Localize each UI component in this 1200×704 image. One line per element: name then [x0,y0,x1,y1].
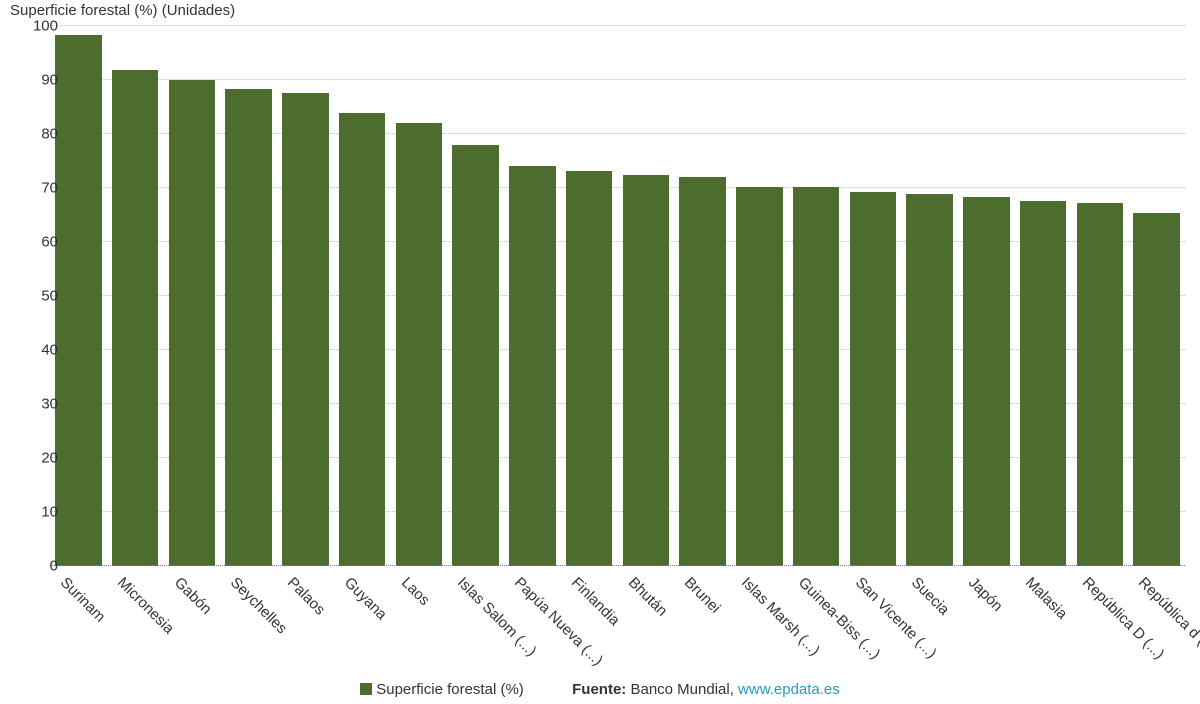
x-tick-label: Bhután [625,574,671,620]
source-link[interactable]: www.epdata.es [738,681,840,698]
x-tick-label: Laos [398,574,433,609]
bar [793,187,840,566]
source-name: Banco Mundial, [630,681,733,698]
legend-swatch-icon [360,683,372,695]
x-tick-label: Malasia [1022,574,1071,623]
bar [169,80,216,566]
y-tick-label: 70 [18,180,58,197]
bar [339,113,386,566]
x-tick-label: Micronesia [114,574,177,637]
x-tick-label: Brunei [681,574,724,617]
y-axis-title: Superficie forestal (%) (Unidades) [10,2,235,19]
bar [396,123,443,566]
plot-area [50,26,1185,566]
x-tick-label: Palaos [284,574,328,618]
chart-legend: Superficie forestal (%) Fuente: Banco Mu… [0,681,1200,698]
y-tick-label: 10 [18,504,58,521]
legend-series-label: Superficie forestal (%) [376,681,524,698]
bar [509,166,556,566]
x-tick-label: Seychelles [227,574,290,637]
x-tick-label: Japón [965,574,1006,615]
bar [1077,203,1124,566]
x-tick-label: Gabón [171,574,215,618]
bar [55,35,102,566]
y-tick-label: 30 [18,396,58,413]
source-label: Fuente: [572,681,626,698]
bar [1020,201,1067,566]
bar [1133,213,1180,566]
x-axis-labels: SurinamMicronesiaGabón SeychellesPalaos Gu… [50,566,1185,666]
y-tick-label: 40 [18,342,58,359]
x-tick-label: Guyana [341,574,390,623]
bar [225,89,272,566]
y-tick-label: 20 [18,450,58,467]
bar [679,177,726,566]
y-tick-label: 100 [18,18,58,35]
bar [906,194,953,566]
bar [452,145,499,566]
y-tick-label: 50 [18,288,58,305]
x-tick-label: Surinam [57,574,109,626]
bar [736,187,783,566]
bar [850,192,897,566]
x-tick-label: Finlandia [568,574,623,629]
y-tick-label: 0 [18,558,58,575]
bar [282,93,329,566]
bars-container [50,26,1185,566]
forest-area-bar-chart: Superficie forestal (%) (Unidades) Surin… [0,0,1200,704]
bar [623,175,670,567]
x-tick-label: Suecia [908,574,952,618]
bar [566,171,613,566]
bar [112,70,159,566]
y-tick-label: 60 [18,234,58,251]
bar [963,197,1010,566]
y-tick-label: 90 [18,72,58,89]
y-tick-label: 80 [18,126,58,143]
